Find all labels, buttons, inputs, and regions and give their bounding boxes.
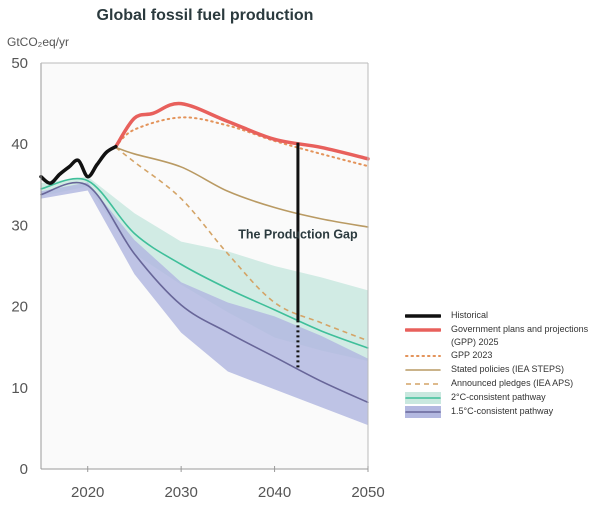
legend-label: 1.5°C-consistent pathway bbox=[451, 406, 554, 416]
announced-pledges-iea-aps-line bbox=[115, 146, 369, 342]
legend-item-government-plans-and-projections-gpp-2025: Government plans and projections (GPP) 2… bbox=[405, 323, 595, 349]
legend-label: Stated policies (IEA STEPS) bbox=[451, 364, 565, 374]
legend: Historical Government plans and projectio… bbox=[405, 309, 595, 419]
legend-swatch bbox=[405, 406, 441, 418]
legend-swatch bbox=[405, 328, 441, 332]
y-axis-label: GtCO₂eq/yr bbox=[7, 35, 70, 49]
y-tick-label: 40 bbox=[11, 136, 28, 153]
legend-item-historical: Historical bbox=[405, 309, 595, 323]
legend-item-1-5-c-consistent-pathway: 1.5°C-consistent pathway bbox=[405, 405, 595, 419]
legend-item-2-c-consistent-pathway: 2°C-consistent pathway bbox=[405, 391, 595, 405]
y-tick-label: 50 bbox=[11, 55, 28, 72]
government-plans-and-projections-gpp-2025-line bbox=[113, 101, 370, 161]
x-tick-label: 2020 bbox=[71, 484, 104, 501]
production-gap-label: The Production Gap bbox=[238, 227, 358, 241]
y-tick-label: 10 bbox=[11, 380, 28, 397]
stated-policies-iea-steps-line bbox=[114, 146, 369, 228]
1-5-c-consistent-pathway-band bbox=[41, 182, 368, 426]
legend-label: Historical bbox=[451, 310, 489, 320]
legend-label: Government plans and projections (GPP) 2… bbox=[451, 324, 589, 347]
legend-swatch bbox=[405, 392, 441, 404]
x-tick-label: 2030 bbox=[164, 484, 197, 501]
legend-item-gpp-2023: GPP 2023 bbox=[405, 349, 595, 363]
legend-swatch bbox=[406, 383, 440, 385]
legend-swatch bbox=[405, 314, 441, 318]
legend-swatch bbox=[405, 369, 441, 371]
legend-swatch bbox=[405, 355, 441, 357]
legend-item-stated-policies-iea-steps: Stated policies (IEA STEPS) bbox=[405, 363, 595, 377]
y-tick-label: 0 bbox=[20, 461, 28, 478]
y-tick-label: 20 bbox=[11, 299, 28, 316]
2-c-consistent-pathway-line bbox=[40, 177, 369, 349]
x-tick-label: 2050 bbox=[351, 484, 384, 501]
gpp-2023-line bbox=[114, 116, 369, 168]
historical-line bbox=[39, 144, 118, 185]
x-tick-label: 2040 bbox=[258, 484, 291, 501]
legend-item-announced-pledges-iea-aps: Announced pledges (IEA APS) bbox=[405, 377, 595, 391]
y-tick-label: 30 bbox=[11, 217, 28, 234]
1-5-c-consistent-pathway-line bbox=[40, 181, 369, 404]
chart-title: Global fossil fuel production bbox=[96, 7, 314, 24]
legend-label: Announced pledges (IEA APS) bbox=[451, 378, 574, 388]
legend-label: GPP 2023 bbox=[451, 350, 493, 360]
legend-label: 2°C-consistent pathway bbox=[451, 392, 546, 402]
